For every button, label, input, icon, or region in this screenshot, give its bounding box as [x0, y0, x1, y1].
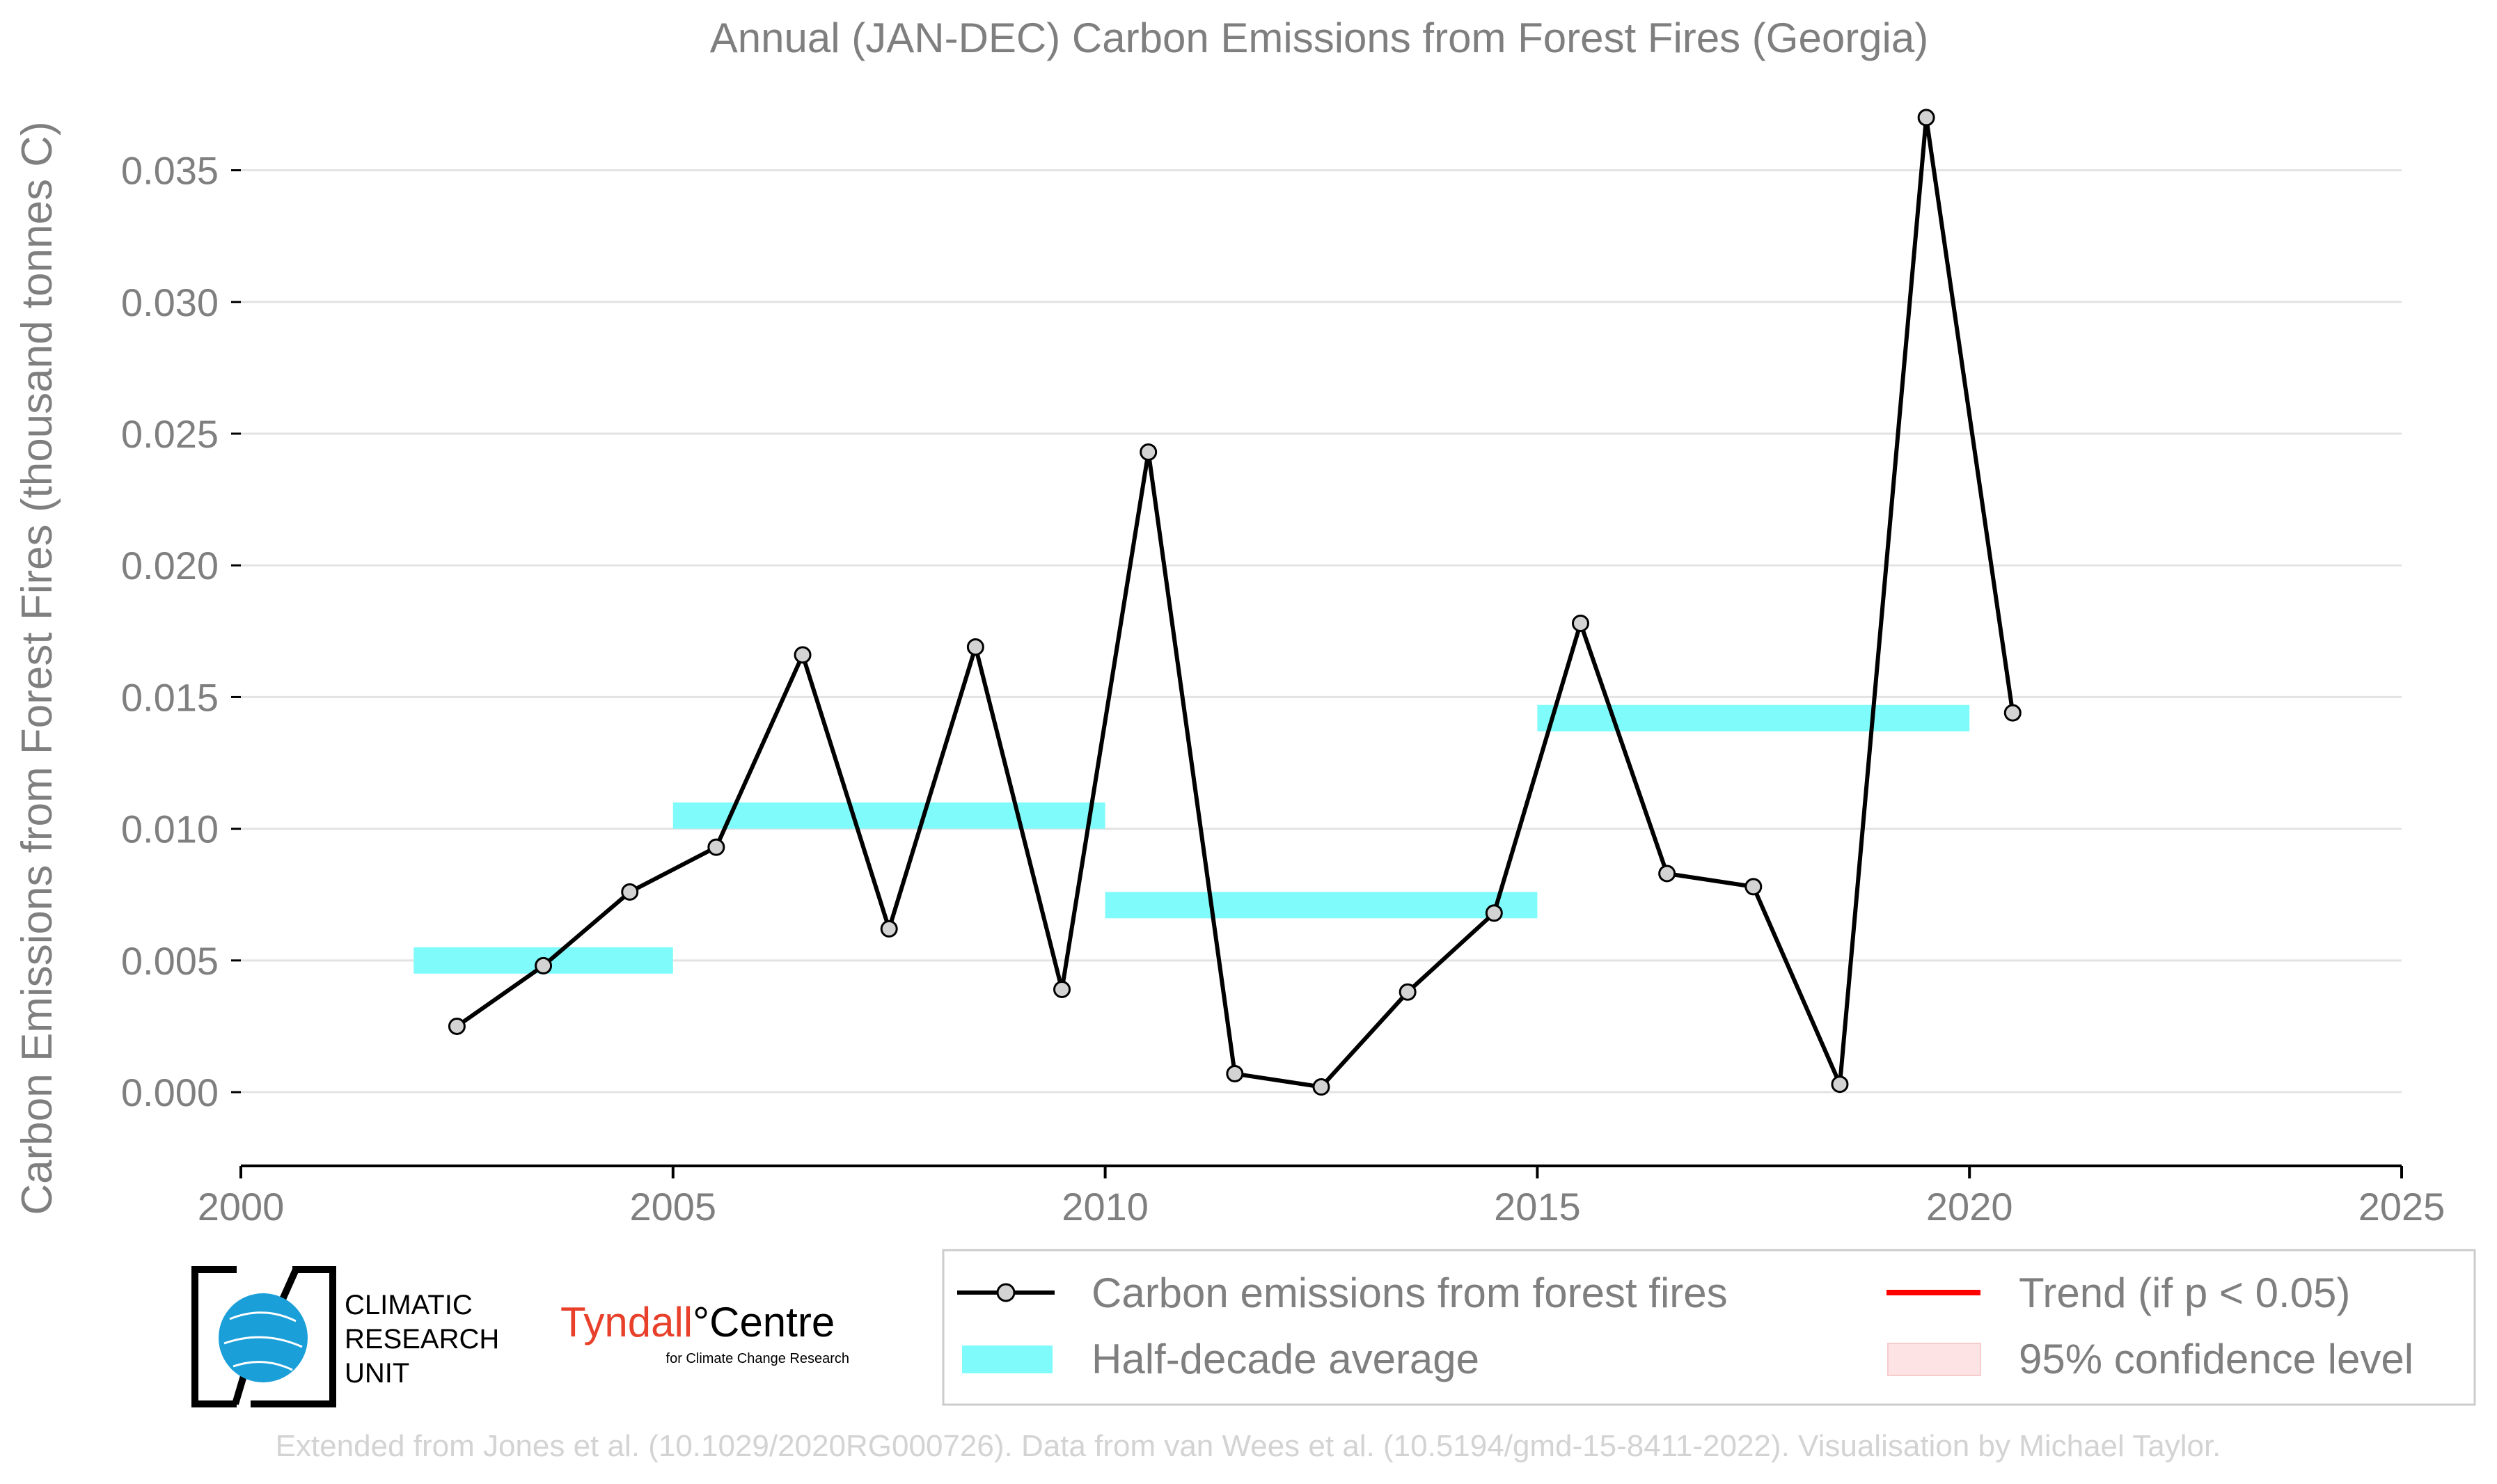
- data-point: [535, 956, 553, 974]
- data-point: [1312, 1078, 1330, 1096]
- y-tick-label: 0.020: [121, 544, 219, 587]
- data-point: [707, 838, 725, 856]
- data-point: [1744, 878, 1763, 896]
- data-point: [448, 1017, 466, 1035]
- half-decade-average-bands: [413, 704, 1970, 974]
- x-tick-label: 2025: [2358, 1185, 2445, 1229]
- data-point: [1831, 1075, 1849, 1094]
- legend-label-trend: Trend (if p < 0.05): [2019, 1270, 2350, 1316]
- data-point: [1571, 614, 1589, 632]
- data-point: [966, 638, 984, 656]
- tyndall-logo: Tyndall°Centre for Climate Change Resear…: [560, 1299, 849, 1366]
- x-tick-label: 2015: [1494, 1185, 1581, 1229]
- credit-text: Extended from Jones et al. (10.1029/2020…: [276, 1429, 2221, 1463]
- y-axis-label: Carbon Emissions from Forest Fires (thou…: [13, 121, 61, 1215]
- legend: Carbon emissions from forest fires Half-…: [942, 1249, 2476, 1406]
- legend-marker-swatch: [996, 1283, 1016, 1302]
- legend-box: [942, 1249, 2476, 1406]
- legend-band-swatch: [962, 1345, 1053, 1373]
- half-decade-average-band: [1105, 892, 1538, 919]
- x-tick-label: 2020: [1926, 1185, 2013, 1229]
- y-tick-label: 0.025: [121, 412, 219, 456]
- data-point: [1917, 109, 1935, 127]
- chart-title: Annual (JAN-DEC) Carbon Emissions from F…: [710, 15, 1928, 61]
- emissions-series: [448, 109, 2022, 1096]
- data-point: [794, 646, 812, 664]
- legend-label-half-decade: Half-decade average: [1092, 1336, 1479, 1382]
- data-point: [1226, 1065, 1244, 1083]
- y-tick-label: 0.005: [121, 939, 219, 983]
- cru-logo-bracket-left: [191, 1266, 237, 1407]
- x-tick-labels: 2000 2005 2010 2015 2020 2025: [198, 1166, 2445, 1229]
- tyndall-subtitle: for Climate Change Research: [666, 1351, 849, 1366]
- legend-label-emissions: Carbon emissions from forest fires: [1092, 1270, 1728, 1316]
- y-tick-labels: 0.000 0.005 0.010 0.015 0.020 0.025 0.030 0.035: [121, 149, 241, 1114]
- globe-lines: [223, 1311, 303, 1371]
- cru-logo: CLIMATIC RESEARCH UNIT: [191, 1266, 499, 1407]
- cru-text-line-1: CLIMATIC: [345, 1290, 473, 1320]
- tyndall-wordmark: Tyndall°Centre: [560, 1299, 835, 1345]
- cru-text-line-3: UNIT: [345, 1358, 409, 1389]
- tyndall-degree: °: [693, 1299, 709, 1345]
- data-point: [1658, 865, 1676, 883]
- data-point: [1053, 980, 1071, 998]
- data-point: [880, 919, 898, 938]
- legend-confidence-swatch: [1887, 1343, 1981, 1376]
- y-tick-label: 0.000: [121, 1071, 219, 1114]
- data-point: [2003, 704, 2022, 722]
- series-line: [455, 115, 2015, 1089]
- cru-logo-bracket-right: [251, 1266, 336, 1407]
- data-point: [1485, 904, 1503, 922]
- data-point: [1140, 443, 1158, 461]
- x-tick-label: 2010: [1062, 1185, 1149, 1229]
- x-tick-label: 2005: [630, 1185, 717, 1229]
- half-decade-average-band: [672, 802, 1105, 829]
- half-decade-average-band: [1537, 704, 1970, 732]
- y-tick-label: 0.035: [121, 149, 219, 193]
- tyndall-centre-text: Centre: [709, 1299, 835, 1345]
- cru-text-line-2: RESEARCH: [345, 1324, 499, 1355]
- y-tick-label: 0.015: [121, 675, 219, 719]
- y-tick-label: 0.030: [121, 281, 219, 324]
- y-tick-label: 0.010: [121, 807, 219, 851]
- tyndall-main-text: Tyndall: [560, 1299, 693, 1345]
- data-point: [1399, 983, 1417, 1001]
- x-tick-label: 2000: [198, 1185, 285, 1229]
- data-point: [621, 883, 639, 901]
- legend-label-confidence: 95% confidence level: [2019, 1336, 2413, 1382]
